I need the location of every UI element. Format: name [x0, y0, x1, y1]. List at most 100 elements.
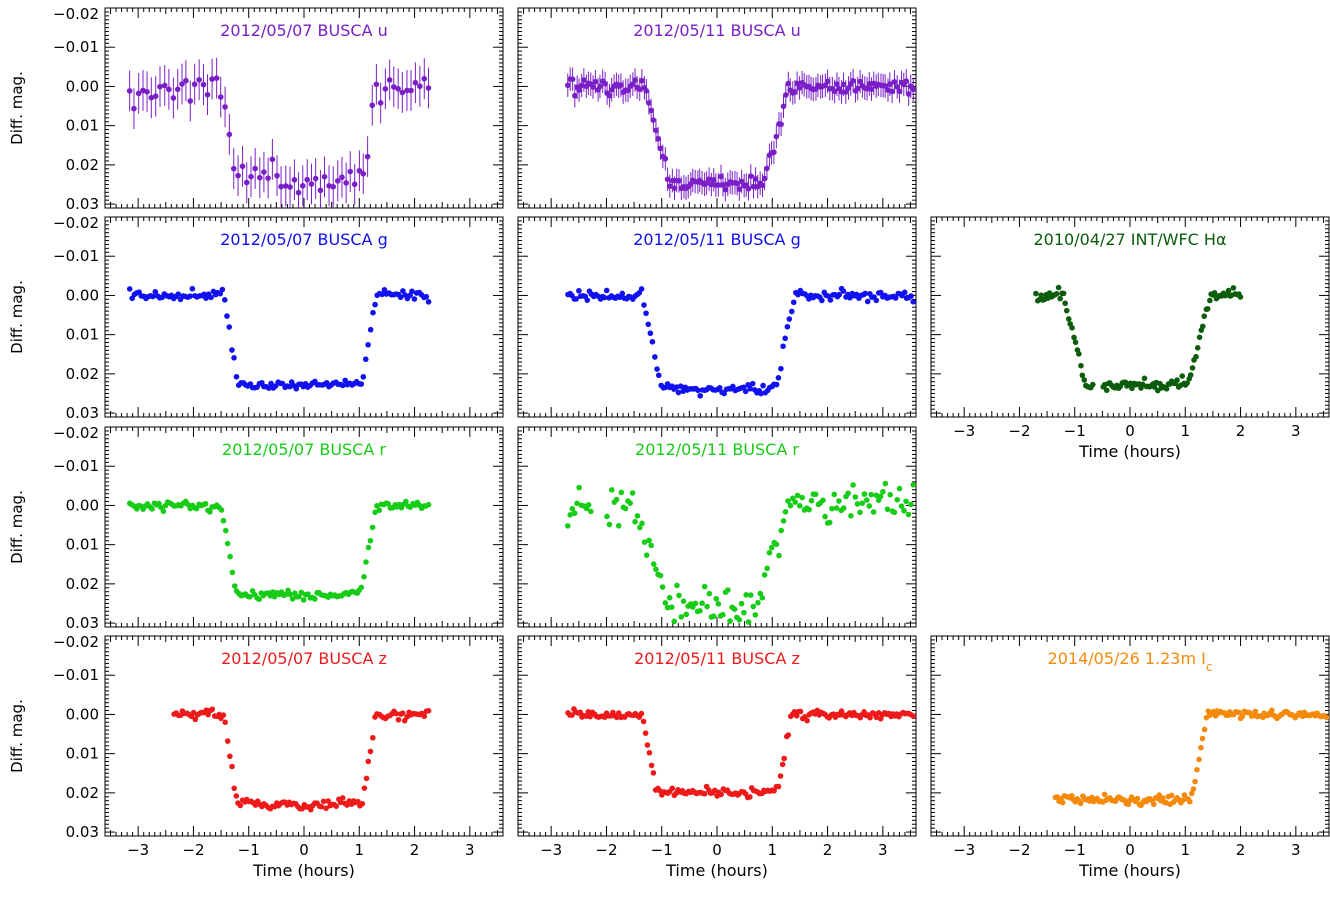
data-point: [233, 373, 240, 380]
data-point: [1057, 295, 1063, 302]
data-point: [650, 770, 657, 776]
data-point: [363, 775, 370, 782]
data-point: [782, 335, 788, 342]
data-point: [1069, 325, 1075, 331]
data-point: [671, 618, 678, 625]
data-point: [674, 582, 680, 589]
data-point: [752, 612, 759, 618]
data-point: [217, 94, 224, 100]
data-point: [229, 569, 236, 576]
y-tick-label: 0.02: [66, 575, 99, 593]
data-point: [1196, 756, 1202, 763]
data-point: [760, 382, 766, 389]
data-point: [782, 509, 789, 515]
data-point: [1184, 380, 1190, 386]
data-point: [202, 500, 209, 507]
data-point: [606, 92, 613, 99]
data-point: [662, 600, 669, 606]
data-point: [892, 295, 899, 301]
data-point: [578, 82, 585, 89]
data-point: [1187, 372, 1194, 378]
data-point: [252, 165, 258, 172]
data-point: [636, 86, 643, 93]
x-tick-label: 3: [465, 841, 475, 859]
data-point: [850, 77, 856, 84]
data-point: [365, 758, 372, 765]
data-point: [403, 498, 409, 505]
data-point: [715, 601, 722, 607]
data-point: [646, 749, 653, 756]
data-point: [1236, 709, 1243, 716]
data-point: [669, 177, 676, 184]
data-point: [852, 494, 859, 500]
data-point: [654, 366, 660, 372]
data-point: [1187, 798, 1193, 805]
data-point: [836, 498, 842, 504]
data-point: [191, 81, 198, 88]
data-point: [603, 287, 610, 294]
data-point: [710, 613, 717, 620]
data-point: [759, 595, 766, 601]
data-point: [126, 88, 133, 94]
data-point: [222, 104, 228, 110]
panel-title: 2012/05/11 BUSCA u: [633, 21, 801, 40]
data-point: [222, 527, 229, 534]
x-tick-label: −3: [540, 841, 562, 859]
data-point: [606, 521, 613, 528]
data-point: [266, 385, 272, 391]
data-point: [157, 83, 163, 90]
x-axis: [523, 8, 911, 208]
data-point: [648, 542, 654, 549]
data-point: [758, 390, 764, 397]
data-point: [395, 85, 401, 92]
data-point: [318, 803, 325, 810]
y-tick-label: 0.01: [66, 326, 99, 344]
data-point: [421, 713, 428, 720]
data-point: [722, 186, 729, 193]
data-point: [910, 713, 916, 719]
data-point: [840, 288, 847, 294]
data-point: [1033, 290, 1039, 297]
data-point: [831, 491, 838, 498]
data-point: [1193, 353, 1199, 360]
data-point: [213, 75, 220, 81]
data-point: [584, 297, 591, 303]
x-tick-label: −2: [1008, 841, 1030, 859]
data-point: [706, 176, 712, 182]
data-point: [619, 290, 626, 297]
data-point: [144, 88, 150, 95]
data-point: [644, 742, 651, 748]
data-point: [1199, 323, 1206, 330]
data-point: [282, 183, 289, 189]
data-point: [642, 730, 649, 736]
data-point: [877, 493, 884, 500]
data-point: [761, 572, 768, 578]
data-point: [1198, 744, 1204, 751]
data-point: [796, 85, 803, 91]
data-point: [1269, 707, 1275, 714]
data-point: [1211, 290, 1218, 296]
data-point: [720, 181, 726, 188]
data-point: [1078, 362, 1084, 369]
data-point: [901, 289, 908, 296]
data-point: [175, 291, 182, 297]
panel-p-0511-r: 2012/05/11 BUSCA r: [517, 426, 917, 628]
data-point: [750, 183, 757, 190]
data-point: [824, 78, 831, 85]
data-point: [848, 513, 854, 519]
data-point: [638, 286, 645, 292]
data-point: [645, 321, 652, 328]
data-point: [785, 732, 792, 738]
data-point: [721, 390, 727, 397]
data-point: [708, 181, 715, 188]
x-tick-label: −1: [238, 841, 260, 859]
data-point: [278, 183, 284, 190]
panel-p-0511-g: 2012/05/11 BUSCA g: [517, 216, 917, 418]
data-point: [1188, 790, 1195, 797]
data-point: [564, 82, 571, 89]
data-point: [1150, 801, 1157, 808]
data-point: [300, 597, 307, 603]
data-point: [643, 552, 650, 558]
data-point: [725, 587, 731, 593]
data-point: [882, 83, 888, 89]
